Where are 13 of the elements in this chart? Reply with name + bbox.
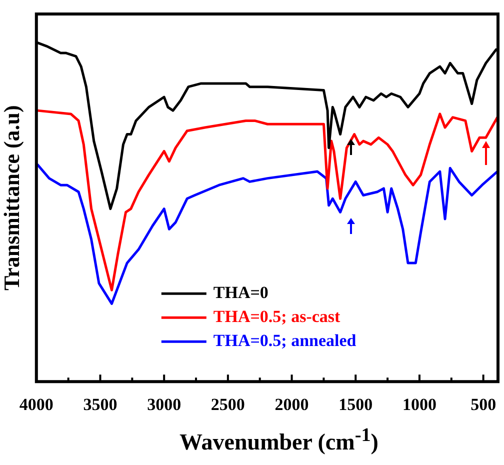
x-axis-title: Wavenumber (cm$^{-1}$) (178, 425, 380, 456)
x-tick-label: 1000 (402, 395, 436, 414)
x-tick-label: 500 (470, 395, 496, 414)
x-tick-label: 2500 (210, 395, 245, 414)
y-axis-title: Transmittance (a.u) (0, 105, 24, 290)
x-tick-label: 3500 (83, 395, 118, 414)
legend-label: THA=0.5; as-cast (213, 306, 341, 326)
x-tick-label: 1500 (338, 395, 373, 414)
x-tick-label: 2000 (274, 395, 309, 414)
x-tick-label: 3000 (147, 395, 182, 414)
x-tick-label: 4000 (19, 395, 54, 414)
legend-label: THA=0 (213, 282, 268, 302)
legend-label: THA=0.5; annealed (213, 330, 357, 350)
